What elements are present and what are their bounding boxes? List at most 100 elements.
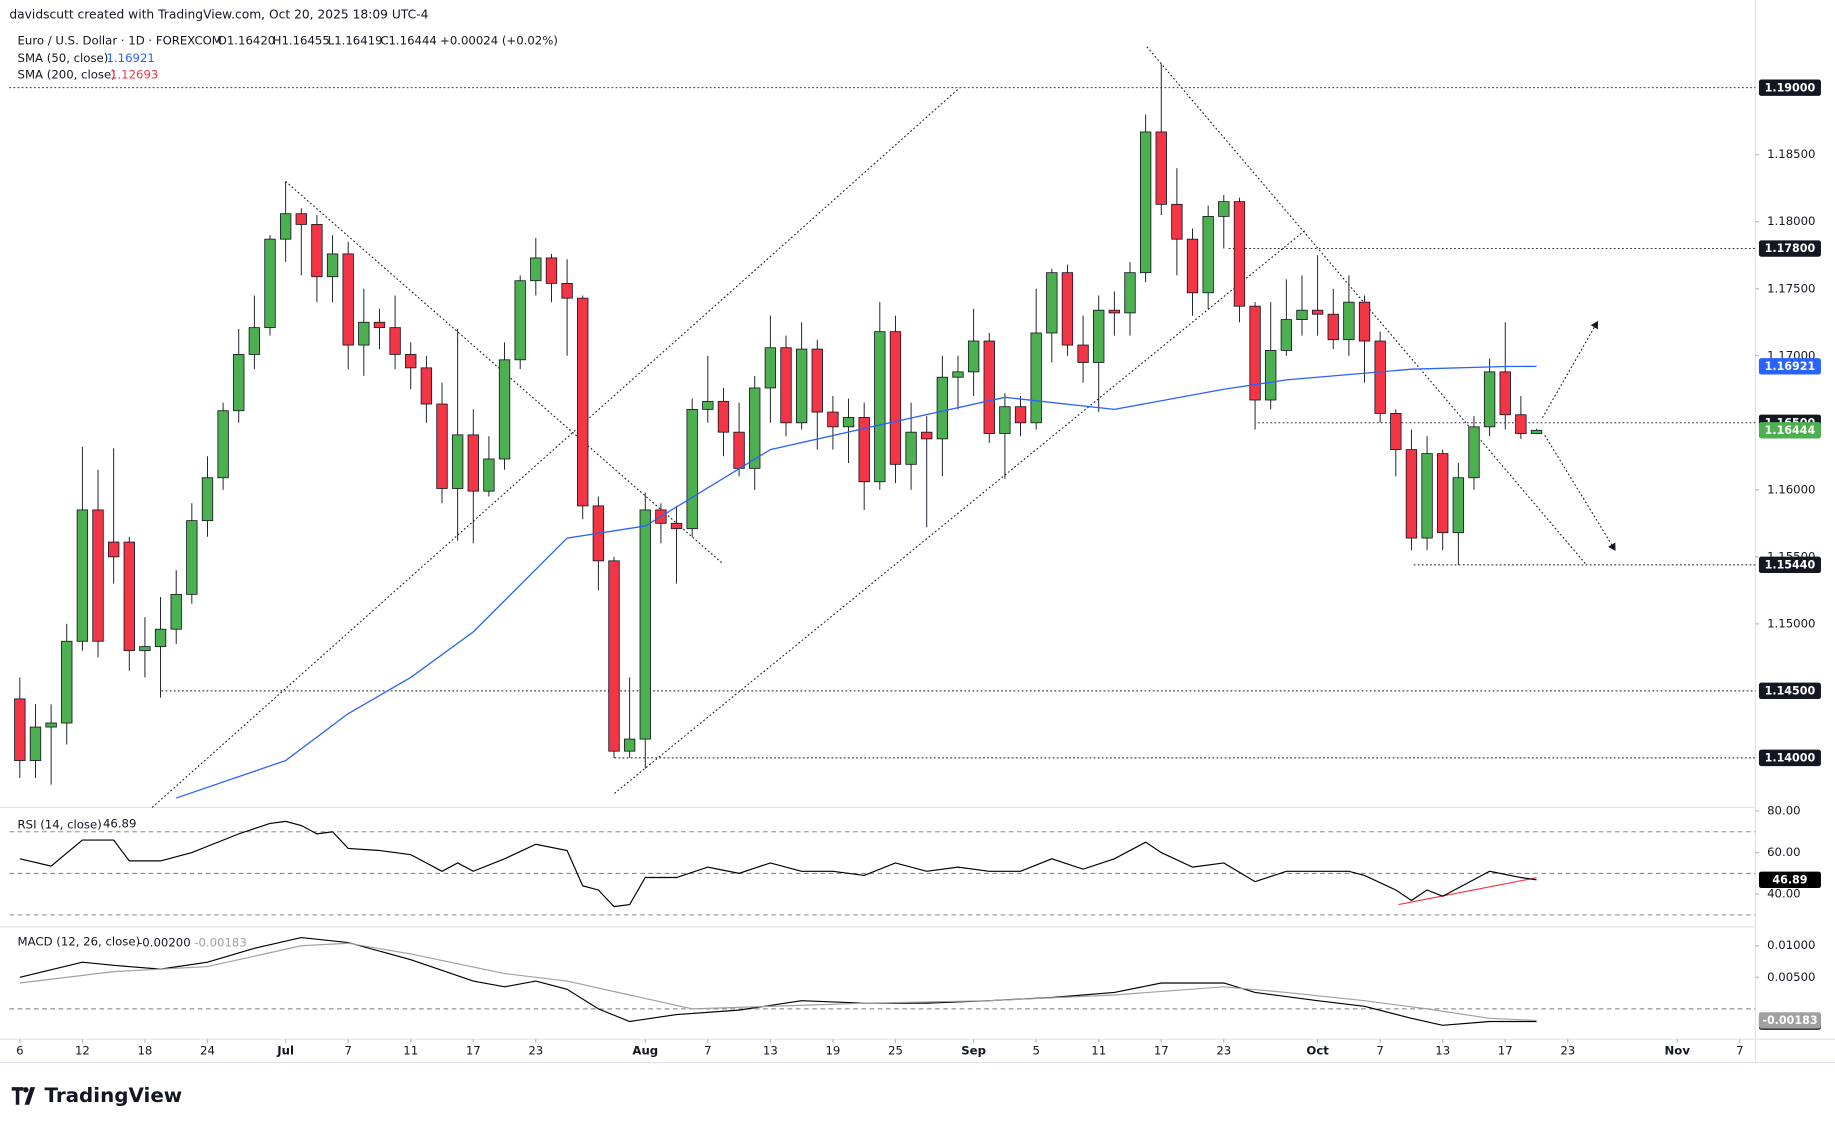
x-tick-label: 19: [825, 1043, 840, 1057]
price-tag: [1758, 1012, 1821, 1029]
y-tick-label: 40.00: [1767, 887, 1800, 901]
candle-body: [717, 400, 730, 433]
x-tick-label: 17: [1498, 1043, 1513, 1057]
candle-body: [749, 387, 761, 469]
candle-body: [373, 321, 386, 329]
candle-body: [1530, 429, 1543, 434]
candle-body: [1265, 350, 1277, 401]
candle-body: [358, 321, 370, 346]
candle-body: [983, 340, 995, 434]
y-tick-label: 60.00: [1767, 845, 1800, 859]
price-tag-label: 1.19000: [1765, 81, 1816, 94]
candle-body: [1468, 426, 1480, 479]
candle-body: [905, 431, 917, 465]
indicator-line: [19, 820, 1537, 908]
candle-body: [326, 253, 339, 278]
candle-body: [233, 354, 245, 412]
candle-body: [764, 347, 777, 389]
candle-body: [498, 359, 511, 460]
candle-body: [1093, 309, 1105, 363]
y-tick-label: 0.01000: [1767, 938, 1815, 952]
candle-body: [1202, 215, 1214, 294]
price-tag-label: -0.00183: [1762, 1014, 1817, 1027]
trendline: [614, 230, 1306, 794]
candle-body: [670, 522, 683, 530]
price-tag-label: 1.14500: [1765, 684, 1816, 697]
candle-body: [420, 367, 433, 405]
price-tag: [1758, 79, 1821, 96]
candle-body: [1061, 272, 1074, 346]
candle-body: [467, 434, 479, 492]
candle-body: [545, 257, 558, 284]
candle-body: [967, 340, 980, 373]
candle-body: [686, 408, 698, 530]
candle-body: [107, 541, 120, 558]
candle-body: [279, 213, 292, 240]
x-tick-label: 24: [200, 1043, 215, 1057]
ohlc-open: O1.16420: [218, 33, 276, 47]
ohlc-high: H1.16455: [273, 33, 330, 47]
indicator-line: [19, 936, 1537, 1026]
x-tick-label: 25: [888, 1043, 903, 1057]
candle-body: [1077, 344, 1089, 363]
candle-body: [14, 698, 26, 761]
price-tag: [1758, 682, 1821, 700]
candle-body: [1405, 449, 1418, 539]
candle-body: [577, 297, 589, 507]
price-tag-label: 1.17800: [1765, 242, 1816, 255]
candle-body: [1515, 414, 1527, 434]
candle-body: [154, 628, 167, 648]
ohlc-low: L1.16419: [328, 33, 383, 47]
candle-body: [1390, 413, 1402, 451]
candle-body: [1374, 340, 1386, 414]
candle-body: [1046, 272, 1058, 334]
macd-legend: MACD (12, 26, close): [18, 935, 141, 949]
candle-body: [1124, 272, 1136, 314]
symbol-title: Euro / U.S. Dollar · 1D · FOREXCOM: [18, 33, 222, 47]
candle-body: [999, 406, 1011, 434]
candle-body: [1171, 203, 1183, 240]
candle-body: [811, 348, 823, 413]
x-tick-label: Aug: [632, 1043, 658, 1057]
x-tick-label: 6: [16, 1043, 23, 1057]
candle-body: [921, 431, 933, 440]
candle-body: [1186, 238, 1199, 294]
candle-body: [1155, 131, 1167, 205]
price-tag: [1758, 358, 1821, 375]
axis-tags: 1.190001.178001.165001.154401.145001.140…: [1758, 79, 1821, 1030]
candle-body: [76, 509, 89, 642]
trendline: [151, 87, 960, 808]
x-tick-label: 17: [1154, 1043, 1169, 1057]
candle-body: [45, 722, 57, 728]
candle-body: [1014, 406, 1027, 424]
x-tick-label: 5: [1032, 1043, 1039, 1057]
candle-body: [123, 541, 135, 652]
candle-body: [248, 327, 261, 355]
price-tag-label: 46.89: [1772, 873, 1807, 886]
candle-body: [889, 331, 902, 465]
candle-body: [217, 410, 229, 479]
y-tick-label: 80.00: [1767, 803, 1800, 817]
sma50-value: 1.16921: [106, 51, 154, 65]
x-tick-label: Jul: [276, 1043, 294, 1057]
price-tag: [1758, 240, 1821, 257]
credit: davidscutt created with TradingView.com,…: [9, 8, 428, 22]
candle-body: [1452, 477, 1465, 534]
x-tick-label: 7: [344, 1043, 351, 1057]
x-tick-label: Oct: [1306, 1043, 1329, 1057]
x-tick-label: 13: [763, 1043, 778, 1057]
candle-body: [1311, 309, 1324, 315]
candle-body: [1108, 309, 1121, 314]
candle-body: [1030, 332, 1042, 424]
price-tag: [1758, 749, 1821, 767]
candle-body: [264, 238, 276, 329]
indicator-legend-value: -0.00183: [194, 936, 247, 950]
brand: TradingView: [44, 1084, 182, 1107]
sma50-legend: SMA (50, close): [18, 51, 109, 65]
candle-body: [827, 411, 839, 428]
price-tag-label: 1.14000: [1765, 751, 1816, 764]
candle-body: [483, 458, 495, 492]
candle-body: [795, 348, 808, 424]
